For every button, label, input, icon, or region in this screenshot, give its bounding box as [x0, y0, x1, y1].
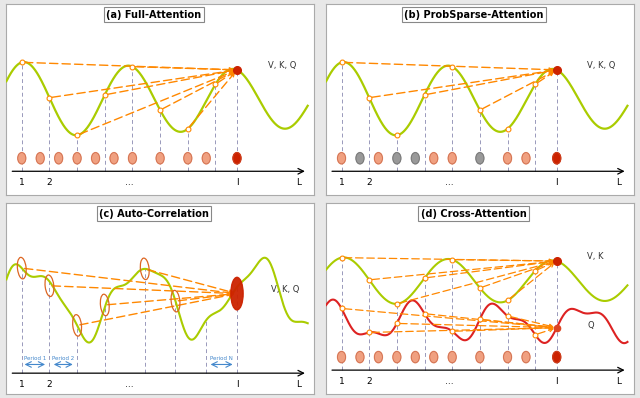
Text: V, K, Q: V, K, Q: [271, 285, 299, 294]
Text: 2: 2: [366, 178, 372, 187]
Text: l: l: [556, 178, 558, 187]
Text: (a) Full-Attention: (a) Full-Attention: [106, 10, 202, 20]
Circle shape: [448, 152, 456, 164]
Text: (c) Auto-Correlation: (c) Auto-Correlation: [99, 209, 209, 219]
Text: 1: 1: [19, 178, 25, 187]
Text: Period N: Period N: [210, 356, 233, 361]
Text: L: L: [296, 380, 301, 389]
Text: ...: ...: [445, 178, 454, 187]
Text: V, K, Q: V, K, Q: [588, 61, 616, 70]
Circle shape: [522, 351, 530, 363]
Circle shape: [202, 152, 210, 164]
Circle shape: [110, 152, 118, 164]
Circle shape: [92, 152, 100, 164]
Text: ...: ...: [125, 380, 134, 389]
Circle shape: [412, 152, 419, 164]
Circle shape: [156, 152, 164, 164]
Circle shape: [412, 351, 419, 363]
Circle shape: [553, 351, 561, 363]
Circle shape: [129, 152, 136, 164]
Text: l: l: [556, 377, 558, 386]
Text: V, K: V, K: [588, 252, 604, 261]
Circle shape: [430, 152, 438, 164]
Text: l: l: [236, 178, 238, 187]
Circle shape: [73, 152, 81, 164]
Circle shape: [233, 152, 241, 164]
Text: Period 1: Period 1: [24, 356, 46, 361]
Circle shape: [356, 351, 364, 363]
Circle shape: [476, 152, 484, 164]
Text: l: l: [236, 380, 238, 389]
Text: 2: 2: [366, 377, 372, 386]
Text: 1: 1: [19, 380, 25, 389]
Text: L: L: [296, 178, 301, 187]
Circle shape: [504, 351, 511, 363]
Circle shape: [476, 351, 484, 363]
Text: 2: 2: [47, 380, 52, 389]
Circle shape: [184, 152, 192, 164]
Text: Period 2: Period 2: [52, 356, 74, 361]
Text: V, K, Q: V, K, Q: [268, 61, 296, 70]
Circle shape: [18, 152, 26, 164]
Circle shape: [54, 152, 63, 164]
Circle shape: [504, 152, 511, 164]
Circle shape: [374, 152, 383, 164]
Text: L: L: [616, 377, 621, 386]
Text: (d) Cross-Attention: (d) Cross-Attention: [421, 209, 527, 219]
Text: ...: ...: [125, 178, 134, 187]
Circle shape: [356, 152, 364, 164]
Text: ...: ...: [445, 377, 454, 386]
Circle shape: [393, 351, 401, 363]
Circle shape: [553, 152, 561, 164]
Text: 1: 1: [339, 178, 344, 187]
Circle shape: [374, 351, 383, 363]
Text: L: L: [616, 178, 621, 187]
Text: Q: Q: [588, 321, 594, 330]
Circle shape: [448, 351, 456, 363]
Text: 1: 1: [339, 377, 344, 386]
Circle shape: [337, 152, 346, 164]
Circle shape: [393, 152, 401, 164]
Circle shape: [337, 351, 346, 363]
Text: (b) ProbSparse-Attention: (b) ProbSparse-Attention: [404, 10, 543, 20]
Circle shape: [430, 351, 438, 363]
Text: 2: 2: [47, 178, 52, 187]
Circle shape: [36, 152, 44, 164]
Circle shape: [522, 152, 530, 164]
Ellipse shape: [231, 277, 243, 310]
